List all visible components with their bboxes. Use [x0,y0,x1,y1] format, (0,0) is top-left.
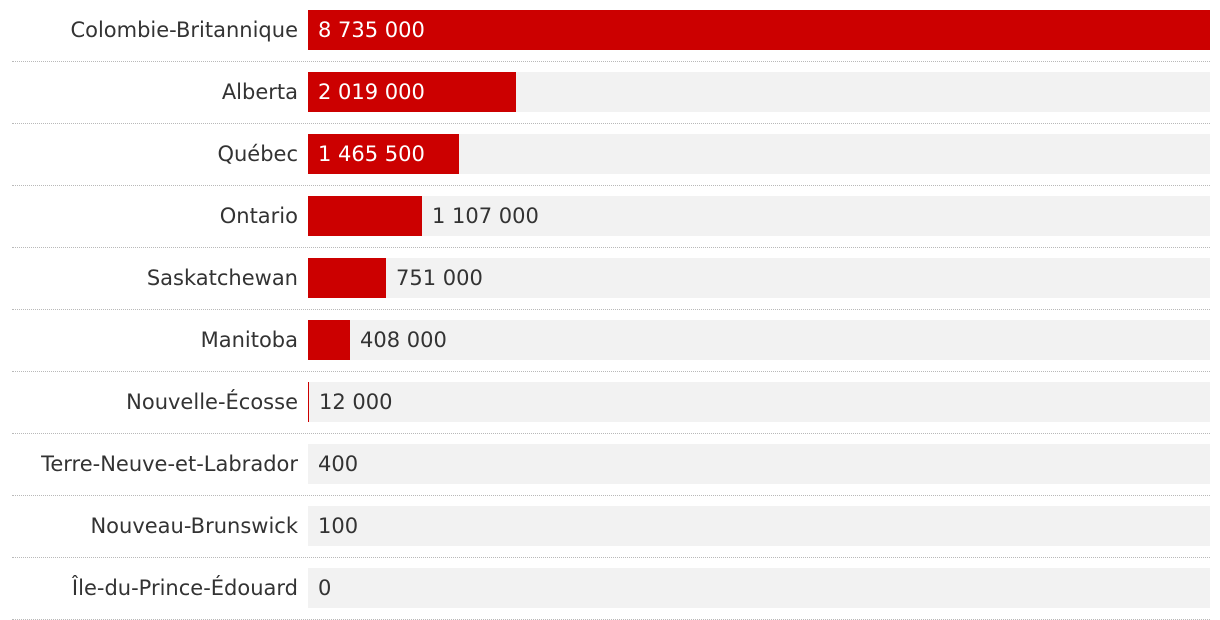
bar-track: 8 735 000 [308,10,1210,50]
category-label: Québec [217,142,298,166]
value-label: 1 107 000 [432,204,539,228]
bar [308,196,422,236]
bar-row: Nouvelle-Écosse 12 000 [12,372,1210,434]
row-divider [12,247,1210,248]
bar [308,134,459,174]
category-label: Ontario [219,204,298,228]
row-divider [12,309,1210,310]
row-divider [12,371,1210,372]
row-divider [12,123,1210,124]
bar-track: 408 000 [308,320,1210,360]
bar-row: Saskatchewan 751 000 [12,248,1210,310]
value-label: 751 000 [396,266,483,290]
category-label: Terre-Neuve-et-Labrador [41,452,298,476]
bar-row: Québec 1 465 500 [12,124,1210,186]
bar [308,382,309,422]
bar-row: Île-du-Prince-Édouard 0 [12,558,1210,620]
row-divider [12,61,1210,62]
bar-row: Terre-Neuve-et-Labrador 400 [12,434,1210,496]
value-label: 1 465 500 [318,142,425,166]
value-label: 8 735 000 [318,18,425,42]
row-divider [12,433,1210,434]
value-label: 408 000 [360,328,447,352]
category-label: Saskatchewan [146,266,298,290]
bar-track: 751 000 [308,258,1210,298]
bar [308,10,1210,50]
bar-row: Manitoba 408 000 [12,310,1210,372]
bar-track: 2 019 000 [308,72,1210,112]
value-label: 12 000 [319,390,393,414]
bar-track: 400 [308,444,1210,484]
value-label: 0 [318,576,332,600]
category-label: Alberta [221,80,298,104]
category-label: Nouvelle-Écosse [126,390,298,414]
category-label: Nouveau-Brunswick [90,514,298,538]
row-divider [12,185,1210,186]
value-label: 2 019 000 [318,80,425,104]
bar-track: 100 [308,506,1210,546]
category-label: Colombie-Britannique [70,18,298,42]
bar [308,320,350,360]
bar-track: 12 000 [308,382,1210,422]
row-divider [12,557,1210,558]
category-label: Île-du-Prince-Édouard [71,576,298,600]
bar-track: 1 465 500 [308,134,1210,174]
value-label: 400 [318,452,359,476]
bar-row: Nouveau-Brunswick 100 [12,496,1210,558]
bar-row: Ontario 1 107 000 [12,186,1210,248]
bar-row: Alberta 2 019 000 [12,62,1210,124]
row-divider [12,495,1210,496]
bar-track: 0 [308,568,1210,608]
bar-row: Colombie-Britannique 8 735 000 [12,0,1210,62]
value-label: 100 [318,514,359,538]
bar-track: 1 107 000 [308,196,1210,236]
category-label: Manitoba [200,328,298,352]
bar [308,72,516,112]
bar [308,258,386,298]
